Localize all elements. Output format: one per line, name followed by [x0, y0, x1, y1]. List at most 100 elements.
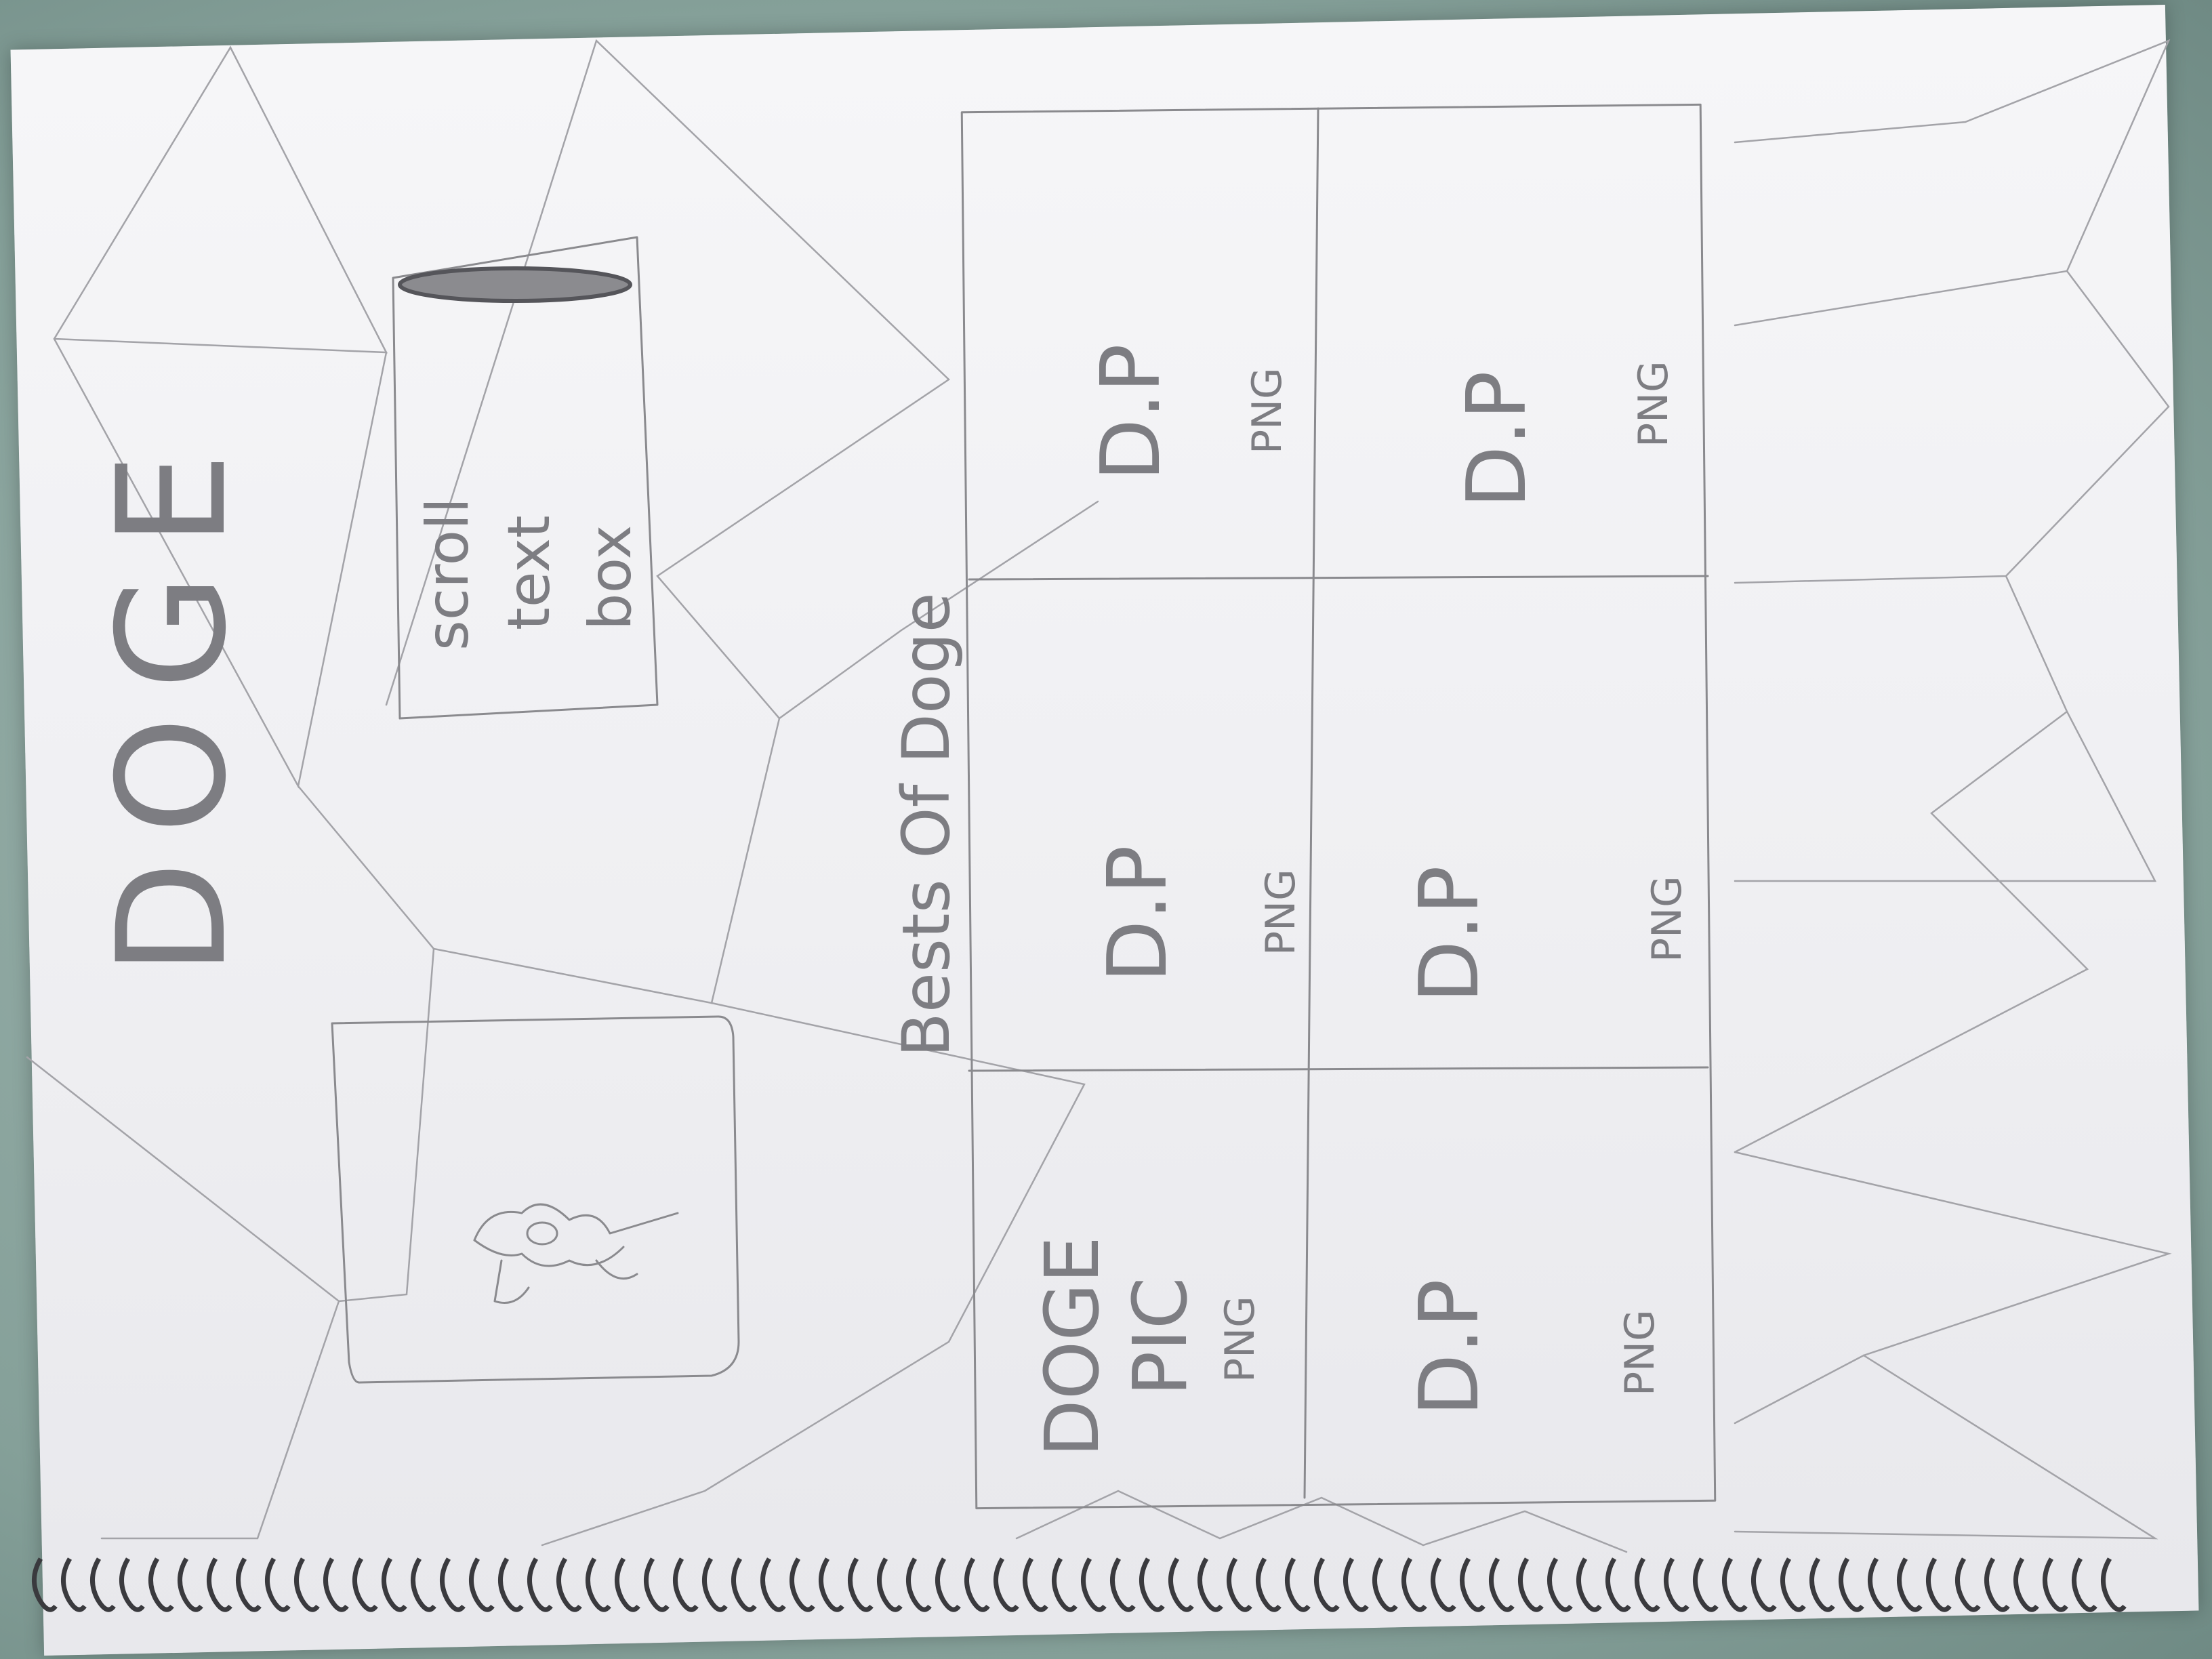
- spiral-binding: [31, 1557, 2127, 1612]
- binding-coil: [323, 1557, 349, 1612]
- gallery-cell-1[interactable]: DOGE PIC PNG: [1029, 1236, 1264, 1457]
- gallery-grid: [960, 103, 1717, 1510]
- binding-coil: [1255, 1557, 1282, 1612]
- binding-coil: [731, 1557, 757, 1612]
- scrollbar-thumb[interactable]: [398, 266, 632, 303]
- binding-coil: [2042, 1557, 2068, 1612]
- binding-coil: [1750, 1557, 1777, 1612]
- binding-coil: [89, 1557, 116, 1612]
- binding-coil: [1343, 1557, 1369, 1612]
- binding-coil: [1022, 1557, 1048, 1612]
- binding-coil: [1139, 1557, 1165, 1612]
- binding-coil: [789, 1557, 815, 1612]
- binding-coil: [1605, 1557, 1631, 1612]
- binding-coil: [1984, 1557, 2010, 1612]
- gallery-cell-5[interactable]: D.P PNG: [1403, 865, 1691, 1003]
- binding-coil: [1051, 1557, 1078, 1612]
- page-title: DOGE: [85, 426, 259, 976]
- binding-coil: [1896, 1557, 1923, 1612]
- binding-coil: [468, 1557, 495, 1612]
- binding-coil: [1809, 1557, 1835, 1612]
- binding-coil: [1517, 1557, 1544, 1612]
- binding-coil: [1284, 1557, 1311, 1612]
- cell-5-label: D.P: [1403, 865, 1497, 1003]
- cell-1-label2: PIC: [1117, 1277, 1204, 1396]
- binding-coil: [643, 1557, 670, 1612]
- cell-6-label: D.P: [1450, 371, 1544, 508]
- binding-coil: [177, 1557, 203, 1612]
- gallery-cell-6[interactable]: D.P PNG: [1450, 361, 1677, 508]
- binding-coil: [1692, 1557, 1719, 1612]
- binding-coil: [1838, 1557, 1864, 1612]
- binding-coil: [701, 1557, 728, 1612]
- scroll-text-box[interactable]: scroll text box: [392, 236, 659, 720]
- binding-coil: [585, 1557, 611, 1612]
- binding-coil: [264, 1557, 291, 1612]
- binding-coil: [1430, 1557, 1456, 1612]
- binding-coil: [905, 1557, 932, 1612]
- gallery-heading-text: Bests Of Doge: [888, 592, 964, 1057]
- binding-coil: [119, 1557, 145, 1612]
- binding-coil: [497, 1557, 524, 1612]
- binding-coil: [2013, 1557, 2039, 1612]
- cell-5-format: PNG: [1643, 876, 1691, 962]
- gallery-heading: Bests Of Doge: [888, 592, 964, 1057]
- binding-coil: [1780, 1557, 1806, 1612]
- binding-coil: [760, 1557, 786, 1612]
- binding-coil: [293, 1557, 320, 1612]
- binding-coil: [1954, 1557, 1981, 1612]
- binding-coil: [847, 1557, 874, 1612]
- binding-coil: [1488, 1557, 1515, 1612]
- gallery-cell-3[interactable]: D.P PNG: [1084, 344, 1291, 481]
- scroll-box-line-2: text: [495, 515, 563, 630]
- binding-coil: [1925, 1557, 1952, 1612]
- binding-coil: [935, 1557, 961, 1612]
- hero-image-frame: [331, 1015, 740, 1384]
- binding-coil: [993, 1557, 1019, 1612]
- binding-coil: [410, 1557, 436, 1612]
- binding-coil: [206, 1557, 232, 1612]
- binding-coil: [527, 1557, 553, 1612]
- binding-coil: [876, 1557, 903, 1612]
- binding-coil: [672, 1557, 699, 1612]
- binding-coil: [1663, 1557, 1689, 1612]
- binding-coil: [1401, 1557, 1427, 1612]
- binding-coil: [1313, 1557, 1340, 1612]
- binding-coil: [60, 1557, 87, 1612]
- scroll-box-line-1: scroll: [414, 497, 482, 651]
- binding-coil: [556, 1557, 582, 1612]
- binding-coil: [818, 1557, 844, 1612]
- page-title-text: DOGE: [85, 426, 259, 976]
- cell-2-label: D.P: [1091, 845, 1185, 983]
- scroll-box-line-3: box: [577, 525, 644, 630]
- binding-coil: [2100, 1557, 2127, 1612]
- binding-coil: [439, 1557, 466, 1612]
- binding-coil: [235, 1557, 262, 1612]
- binding-coil: [1080, 1557, 1107, 1612]
- binding-coil: [1459, 1557, 1486, 1612]
- gallery-cell-4[interactable]: D.P PNG: [1403, 1279, 1664, 1416]
- binding-coil: [1226, 1557, 1252, 1612]
- binding-coil: [614, 1557, 640, 1612]
- binding-coil: [1197, 1557, 1223, 1612]
- cell-3-format: PNG: [1244, 367, 1291, 454]
- binding-coil: [964, 1557, 990, 1612]
- doge-sketch-icon: [473, 1203, 679, 1304]
- binding-coil: [148, 1557, 174, 1612]
- binding-coil: [1634, 1557, 1660, 1612]
- cell-4-label: D.P: [1403, 1279, 1497, 1416]
- binding-coil: [1168, 1557, 1194, 1612]
- cell-1-format: PNG: [1216, 1296, 1264, 1382]
- binding-coil: [1867, 1557, 1893, 1612]
- cell-3-label: D.P: [1084, 344, 1179, 481]
- gallery-cell-2[interactable]: D.P PNG: [1091, 845, 1305, 983]
- binding-coil: [1547, 1557, 1573, 1612]
- binding-coil: [2071, 1557, 2097, 1612]
- background-triangle-pattern: [26, 39, 2172, 1553]
- binding-coil: [352, 1557, 378, 1612]
- binding-coil: [1109, 1557, 1136, 1612]
- binding-coil: [1372, 1557, 1398, 1612]
- cell-4-format: PNG: [1616, 1309, 1664, 1396]
